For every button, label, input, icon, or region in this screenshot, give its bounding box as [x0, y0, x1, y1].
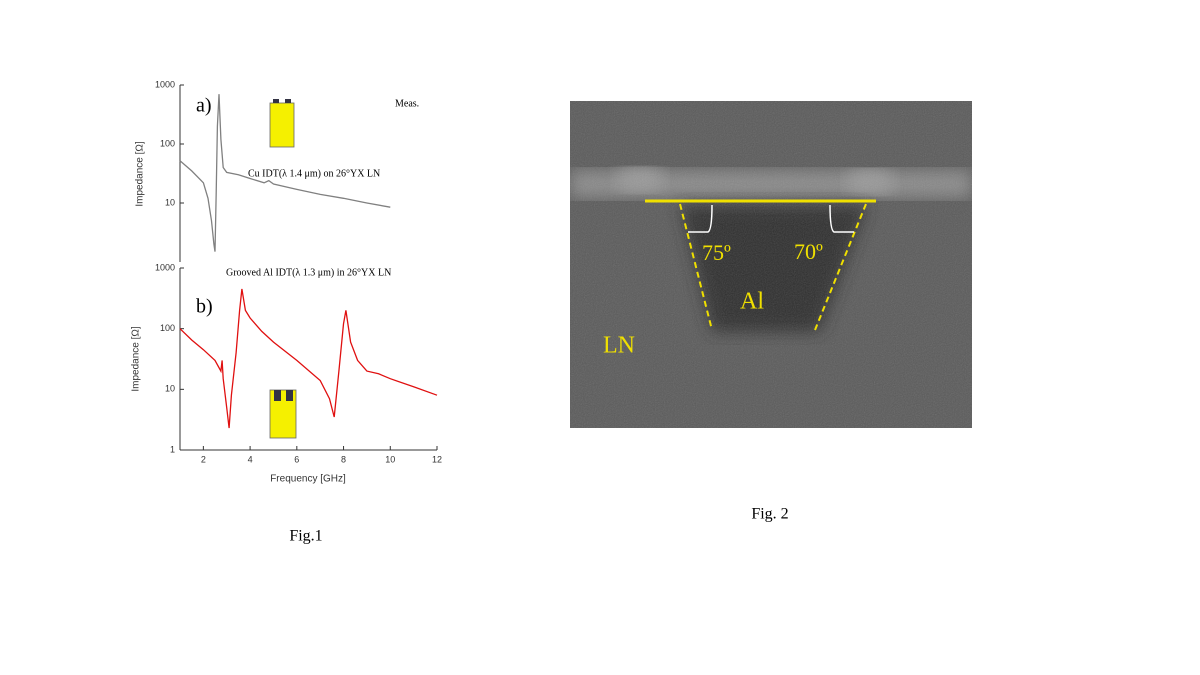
angle-label: 75º — [702, 240, 731, 265]
x-tick-label: 2 — [201, 454, 206, 464]
caption: Fig.1 — [289, 528, 322, 545]
annotation: Meas. — [395, 98, 419, 109]
sem-image — [570, 101, 972, 428]
impedance-curve — [179, 94, 391, 252]
y-tick-label: 100 — [160, 323, 175, 333]
x-axis-label: Frequency [GHz] — [270, 474, 346, 485]
x-tick-label: 10 — [385, 454, 395, 464]
impedance-curve — [179, 288, 438, 429]
angle-label: 70º — [794, 239, 823, 264]
sem-annotation — [645, 199, 876, 331]
annotation: Grooved Al IDT(λ 1.3 μm) in 26°YX LN — [226, 267, 391, 278]
x-tick-label: 6 — [294, 454, 299, 464]
y-axis-label: Impedance [Ω] — [135, 141, 146, 207]
annotation: Cu IDT(λ 1.4 μm) on 26°YX LN — [248, 168, 380, 179]
material-label: LN — [603, 333, 635, 359]
y-tick-label: 1000 — [155, 79, 175, 89]
x-tick-label: 8 — [341, 454, 346, 464]
electrode-icon — [269, 99, 295, 148]
y-tick-label: 10 — [165, 197, 175, 207]
material-label: Al — [740, 289, 764, 315]
y-tick-label: 100 — [160, 138, 175, 148]
y-tick-label: 1000 — [155, 262, 175, 272]
panel-label: a) — [196, 95, 212, 117]
caption: Fig. 2 — [751, 506, 788, 523]
y-axis-label: Impedance [Ω] — [131, 326, 142, 392]
electrode-icon — [269, 389, 297, 439]
y-tick-label: 1 — [170, 444, 175, 454]
x-tick-label: 12 — [432, 454, 442, 464]
x-tick-label: 4 — [248, 454, 253, 464]
panel-label: b) — [196, 296, 213, 318]
y-tick-label: 10 — [165, 384, 175, 394]
